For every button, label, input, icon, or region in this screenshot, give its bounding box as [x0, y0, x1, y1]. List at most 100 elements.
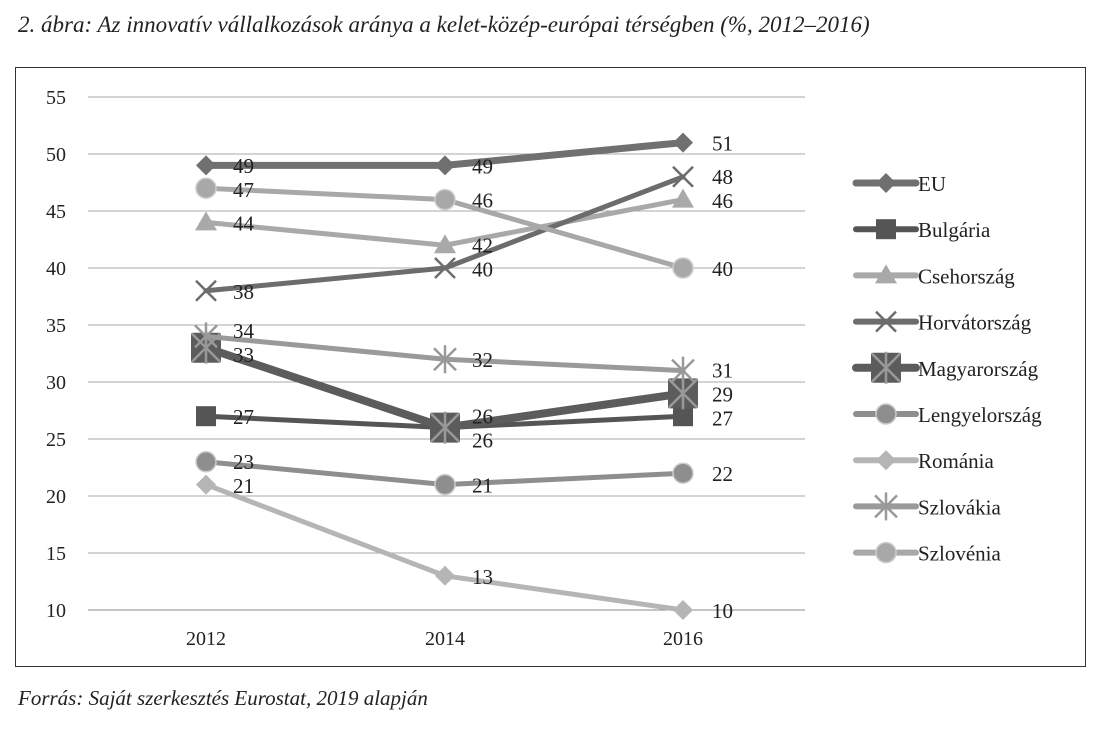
x-marker [434, 257, 456, 279]
legend-label: Románia [918, 449, 994, 473]
legend-label: EU [918, 172, 946, 196]
y-tick-label: 20 [46, 486, 66, 508]
data-labels-eu: 49 49 51 [233, 132, 733, 179]
data-label: 26 [472, 405, 493, 429]
legend-item: Szlovákia [853, 492, 1001, 521]
diamond-marker [196, 474, 216, 495]
data-label: 10 [712, 599, 733, 623]
data-labels-csehország: 44 42 46 [233, 189, 733, 257]
star-marker [874, 492, 898, 521]
triangle-marker [875, 264, 897, 284]
data-label: 33 [233, 343, 254, 367]
legend-label: Szlovénia [918, 542, 1001, 566]
data-label: 46 [712, 189, 733, 213]
data-labels-románia: 21 13 10 [233, 474, 733, 623]
circle-marker [875, 403, 897, 425]
diamond-marker [876, 450, 896, 471]
figure-title: 2. ábra: Az innovatív vállalkozások arán… [18, 12, 870, 37]
diamond-marker [435, 565, 455, 586]
figure-source: Forrás: Saját szerkesztés Eurostat, 2019… [18, 686, 428, 710]
x-marker [875, 310, 897, 333]
star-marker [871, 351, 901, 384]
data-label: 13 [472, 565, 493, 589]
star-marker [194, 322, 218, 351]
legend-label: Horvátország [918, 311, 1032, 335]
x-tick-label: 2012 [186, 628, 226, 650]
data-label: 21 [233, 474, 254, 498]
data-label: 42 [472, 234, 493, 258]
y-tick-label: 55 [46, 87, 66, 109]
diamond-marker [876, 173, 896, 193]
y-tick-label: 30 [46, 372, 66, 394]
data-labels-bulgária: 27 26 27 [233, 405, 733, 431]
y-tick-label: 45 [46, 201, 66, 223]
square-marker [673, 406, 693, 427]
y-tick-label: 25 [46, 429, 66, 451]
data-labels-szlovénia: 47 46 40 [233, 178, 733, 281]
data-label: 21 [472, 474, 493, 498]
triangle-marker [195, 211, 217, 231]
star-marker [433, 345, 457, 374]
data-label: 27 [233, 405, 254, 429]
series-szlovákia [194, 322, 695, 385]
circle-marker [672, 462, 694, 484]
data-label: 44 [233, 211, 255, 235]
data-label: 49 [233, 154, 254, 178]
legend-label: Szlovákia [918, 495, 1001, 519]
data-label: 26 [472, 429, 493, 453]
data-labels-magyarország: 33 26 29 [233, 343, 733, 453]
y-tick-label: 15 [46, 543, 66, 565]
y-tick-label: 50 [46, 144, 66, 166]
series-lengyelország [195, 451, 694, 496]
diamond-marker [673, 132, 693, 153]
circle-marker [875, 541, 897, 564]
legend-item: Szlovénia [853, 541, 1001, 566]
legend-item: Bulgária [853, 218, 991, 242]
x-marker [195, 279, 217, 302]
data-labels-szlovákia: 34 32 31 [233, 319, 733, 382]
square-marker [196, 406, 216, 427]
square-marker [876, 219, 896, 240]
legend-item: Magyarország [852, 351, 1039, 384]
data-label: 40 [712, 257, 733, 281]
legend-label: Magyarország [918, 357, 1039, 381]
data-label: 48 [712, 165, 733, 189]
series-románia [196, 474, 693, 620]
series-horvátország [195, 165, 694, 302]
triangle-marker [672, 188, 694, 208]
series-eu [196, 132, 693, 176]
data-label: 47 [233, 178, 254, 202]
series-szlovénia [195, 177, 694, 279]
circle-marker [434, 188, 456, 211]
circle-marker [672, 257, 694, 279]
data-label: 49 [472, 154, 493, 178]
star-marker [671, 356, 695, 385]
diamond-marker [435, 155, 455, 176]
x-tick-label: 2016 [663, 628, 703, 650]
legend-item: Lengyelország [853, 403, 1042, 427]
x-tick-label: 2014 [425, 628, 465, 650]
y-tick-label: 35 [46, 315, 66, 337]
data-labels-horvátország: 38 40 48 [233, 165, 733, 304]
data-label: 34 [233, 319, 255, 343]
legend-item: EU [852, 172, 946, 196]
data-label: 38 [233, 280, 254, 304]
legend-item: Csehország [853, 264, 1015, 288]
legend-label: Lengyelország [918, 403, 1042, 427]
y-tick-label: 10 [46, 600, 66, 622]
triangle-marker [434, 234, 456, 254]
data-label: 46 [472, 189, 493, 213]
data-label: 32 [472, 348, 493, 372]
y-tick-label: 40 [46, 258, 66, 280]
legend-label: Bulgária [918, 218, 991, 242]
diamond-marker [673, 600, 693, 620]
data-label: 27 [712, 406, 733, 430]
data-label: 23 [233, 450, 254, 474]
chart-frame [15, 67, 1086, 667]
data-label: 40 [472, 258, 493, 282]
x-marker [672, 165, 694, 188]
legend-label: Csehország [918, 264, 1015, 288]
data-label: 51 [712, 132, 733, 156]
data-label: 31 [712, 358, 733, 382]
